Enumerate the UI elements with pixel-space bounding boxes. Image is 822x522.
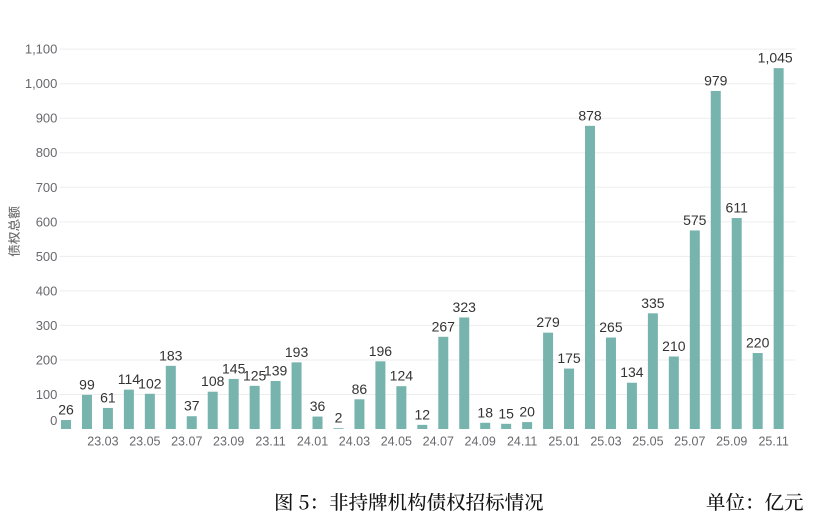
svg-text:99: 99 — [79, 376, 95, 392]
svg-text:900: 900 — [36, 111, 58, 126]
svg-text:300: 300 — [36, 318, 58, 333]
svg-text:200: 200 — [36, 352, 58, 367]
svg-text:23.03: 23.03 — [87, 435, 118, 449]
svg-text:108: 108 — [201, 373, 225, 389]
svg-text:0: 0 — [50, 413, 57, 428]
svg-text:210: 210 — [662, 338, 686, 354]
svg-text:878: 878 — [578, 107, 602, 123]
svg-text:24.05: 24.05 — [381, 435, 412, 449]
svg-text:183: 183 — [159, 347, 183, 363]
svg-text:24.03: 24.03 — [339, 435, 370, 449]
svg-text:800: 800 — [36, 145, 58, 160]
svg-text:145: 145 — [222, 360, 246, 376]
svg-text:25.09: 25.09 — [716, 435, 747, 449]
svg-text:24.09: 24.09 — [465, 435, 496, 449]
svg-text:124: 124 — [390, 368, 414, 384]
svg-text:26: 26 — [58, 402, 74, 418]
svg-text:400: 400 — [36, 283, 58, 298]
svg-text:1,100: 1,100 — [25, 42, 58, 57]
svg-text:100: 100 — [36, 387, 58, 402]
svg-text:575: 575 — [683, 212, 707, 228]
svg-text:20: 20 — [519, 404, 535, 420]
svg-text:979: 979 — [704, 72, 728, 88]
svg-text:25.03: 25.03 — [590, 435, 621, 449]
svg-text:267: 267 — [432, 318, 456, 334]
svg-text:196: 196 — [369, 343, 393, 359]
svg-text:700: 700 — [36, 180, 58, 195]
svg-text:25.01: 25.01 — [548, 435, 579, 449]
svg-text:2: 2 — [335, 410, 343, 426]
svg-text:600: 600 — [36, 214, 58, 229]
svg-text:37: 37 — [184, 398, 200, 414]
svg-text:23.07: 23.07 — [171, 435, 202, 449]
svg-text:114: 114 — [118, 371, 141, 387]
svg-text:24.01: 24.01 — [297, 435, 328, 449]
svg-text:500: 500 — [36, 249, 58, 264]
svg-text:323: 323 — [453, 299, 477, 315]
svg-text:193: 193 — [285, 344, 309, 360]
svg-text:611: 611 — [726, 200, 749, 216]
svg-text:335: 335 — [641, 295, 665, 311]
svg-text:24.11: 24.11 — [507, 435, 537, 449]
svg-text:279: 279 — [536, 314, 560, 330]
svg-text:25.07: 25.07 — [674, 435, 705, 449]
svg-text:24.07: 24.07 — [423, 435, 454, 449]
svg-text:134: 134 — [620, 364, 644, 380]
svg-text:175: 175 — [557, 350, 581, 366]
svg-text:102: 102 — [138, 375, 162, 391]
svg-text:1,000: 1,000 — [25, 76, 58, 91]
svg-text:12: 12 — [415, 406, 431, 422]
svg-text:23.09: 23.09 — [213, 435, 244, 449]
svg-text:220: 220 — [746, 335, 770, 351]
svg-text:265: 265 — [599, 319, 623, 335]
svg-text:25.11: 25.11 — [758, 435, 788, 449]
svg-text:1,045: 1,045 — [758, 50, 793, 66]
svg-text:18: 18 — [477, 404, 493, 420]
svg-text:61: 61 — [100, 389, 116, 405]
svg-text:25.05: 25.05 — [632, 435, 663, 449]
svg-text:125: 125 — [243, 367, 267, 383]
svg-text:86: 86 — [352, 381, 368, 397]
svg-text:15: 15 — [498, 405, 514, 421]
svg-text:139: 139 — [264, 363, 288, 379]
svg-text:23.11: 23.11 — [255, 435, 285, 449]
svg-text:23.05: 23.05 — [129, 435, 160, 449]
svg-text:36: 36 — [310, 398, 326, 414]
